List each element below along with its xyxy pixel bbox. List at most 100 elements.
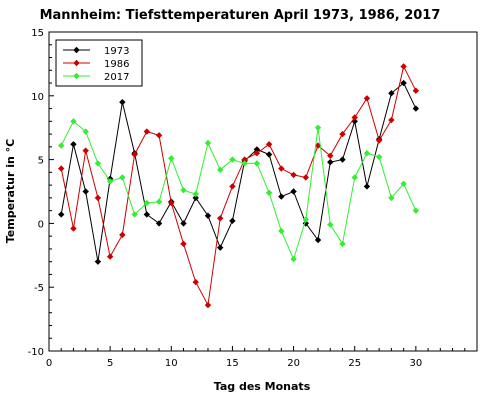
data-point bbox=[363, 150, 371, 157]
data-point bbox=[70, 118, 77, 125]
data-point bbox=[82, 188, 89, 195]
data-point bbox=[119, 98, 126, 106]
x-tick-label: 10 bbox=[165, 358, 178, 369]
data-point bbox=[229, 217, 236, 225]
data-point bbox=[388, 116, 395, 124]
data-point bbox=[82, 147, 89, 154]
data-point bbox=[265, 141, 273, 148]
data-point bbox=[388, 90, 395, 97]
series-2017 bbox=[58, 118, 420, 263]
legend-label: 1973 bbox=[104, 46, 129, 57]
data-point bbox=[278, 165, 285, 172]
data-point bbox=[143, 128, 151, 135]
data-point bbox=[327, 158, 334, 166]
y-tick-label: 5 bbox=[38, 156, 44, 167]
data-point bbox=[314, 124, 322, 131]
data-point bbox=[278, 193, 285, 200]
data-point bbox=[314, 236, 322, 244]
data-point bbox=[351, 174, 358, 181]
data-point bbox=[180, 187, 187, 194]
data-point bbox=[94, 160, 102, 167]
data-point bbox=[241, 156, 248, 163]
data-point bbox=[400, 79, 407, 87]
data-point bbox=[412, 87, 420, 94]
data-point bbox=[290, 171, 297, 179]
y-tick-label: 0 bbox=[38, 219, 44, 230]
data-point bbox=[278, 227, 285, 235]
data-point bbox=[155, 220, 163, 227]
y-axis: -10 -5 0 5 10 15 bbox=[28, 28, 54, 358]
data-point bbox=[290, 255, 297, 263]
data-point bbox=[339, 130, 346, 138]
legend-marker bbox=[73, 72, 80, 80]
x-axis-title: Tag des Monats bbox=[214, 380, 311, 393]
data-point bbox=[290, 188, 297, 195]
data-point bbox=[119, 231, 126, 239]
data-point bbox=[204, 212, 212, 219]
data-point bbox=[192, 194, 199, 202]
data-point bbox=[192, 190, 199, 198]
data-point bbox=[204, 301, 212, 309]
data-point bbox=[375, 137, 383, 144]
legend-label: 1986 bbox=[104, 59, 129, 70]
data-point bbox=[229, 183, 236, 190]
data-point bbox=[119, 174, 126, 181]
data-point bbox=[131, 211, 138, 218]
y-tick-label: 15 bbox=[31, 28, 44, 39]
x-tick-label: 15 bbox=[226, 358, 239, 369]
data-point bbox=[327, 152, 334, 159]
x-tick-label: 25 bbox=[348, 358, 361, 369]
y-tick-label: -5 bbox=[34, 283, 44, 294]
data-point bbox=[253, 160, 261, 167]
data-point bbox=[412, 207, 420, 214]
data-point bbox=[106, 178, 114, 185]
data-point bbox=[339, 156, 346, 163]
data-point bbox=[155, 198, 163, 205]
x-tick-label: 0 bbox=[46, 358, 52, 369]
data-point bbox=[253, 146, 261, 153]
data-point bbox=[58, 165, 65, 172]
legend: 1973 1986 2017 bbox=[55, 39, 143, 87]
data-point bbox=[94, 258, 102, 265]
data-point bbox=[265, 189, 273, 196]
data-point bbox=[58, 142, 65, 149]
series-1986 bbox=[58, 63, 420, 309]
data-point bbox=[363, 183, 371, 190]
data-point bbox=[217, 215, 224, 222]
data-point bbox=[302, 216, 309, 223]
legend-marker bbox=[73, 59, 80, 67]
data-point bbox=[339, 240, 346, 248]
data-point bbox=[388, 194, 395, 202]
y-tick-label: 10 bbox=[31, 92, 44, 103]
data-point bbox=[94, 194, 102, 202]
legend-label: 2017 bbox=[104, 72, 129, 83]
x-tick-label: 30 bbox=[409, 358, 422, 369]
data-point bbox=[241, 160, 248, 167]
y-axis-title: Temperatur in °C bbox=[4, 139, 17, 244]
data-point bbox=[400, 63, 407, 70]
data-point bbox=[70, 225, 77, 232]
data-point bbox=[351, 114, 358, 121]
data-point bbox=[192, 278, 199, 286]
data-point bbox=[302, 174, 309, 181]
series-layer bbox=[58, 63, 420, 309]
data-point bbox=[204, 139, 212, 147]
plot-frame bbox=[48, 31, 478, 352]
data-point bbox=[400, 180, 407, 188]
data-point bbox=[375, 153, 383, 161]
data-point bbox=[412, 105, 420, 112]
data-point bbox=[143, 199, 151, 207]
data-point bbox=[168, 199, 175, 207]
data-point bbox=[363, 95, 371, 102]
data-point bbox=[265, 151, 273, 158]
data-point bbox=[327, 221, 334, 228]
x-tick-label: 5 bbox=[107, 358, 113, 369]
data-point bbox=[143, 211, 151, 218]
data-point bbox=[131, 151, 138, 158]
legend-marker bbox=[73, 46, 80, 54]
data-point bbox=[253, 150, 261, 157]
series-line-1973 bbox=[60, 82, 417, 262]
data-point bbox=[229, 156, 236, 163]
data-point bbox=[180, 220, 187, 227]
data-point bbox=[168, 155, 175, 162]
